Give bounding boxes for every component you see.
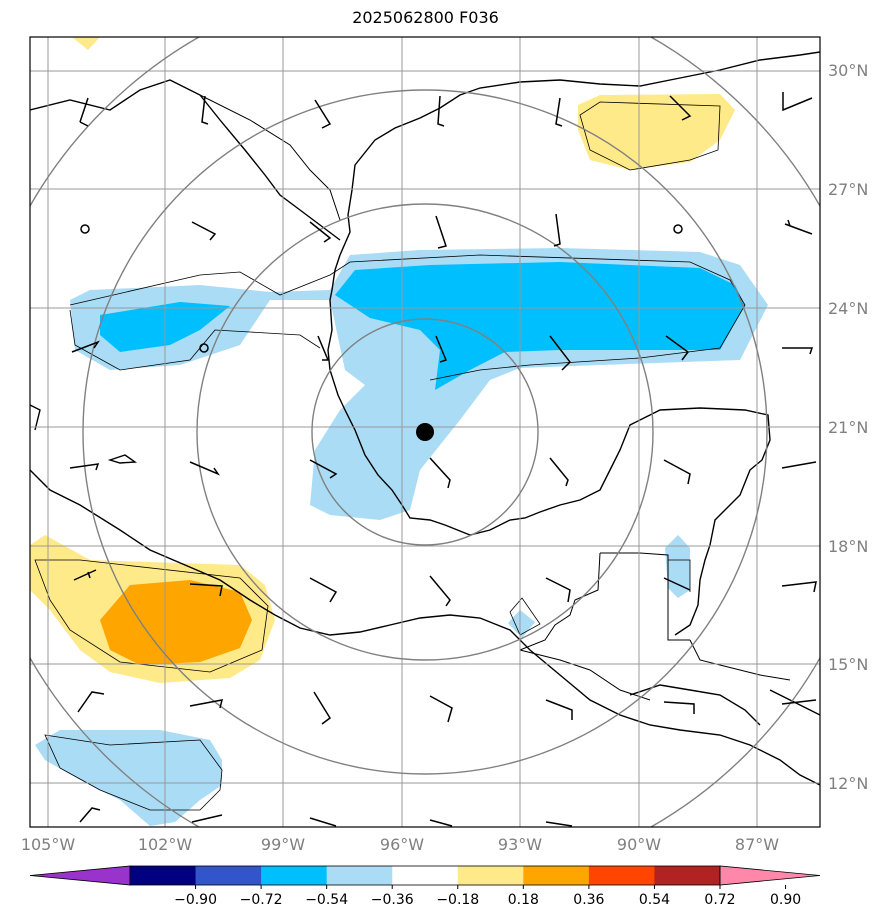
lat-label: 27°N bbox=[828, 180, 868, 199]
colorbar-segment bbox=[523, 866, 590, 885]
lat-label: 24°N bbox=[828, 299, 868, 318]
colorbar-segment bbox=[457, 866, 524, 885]
colorbar-segment bbox=[588, 866, 655, 885]
lon-label: 87°W bbox=[735, 835, 779, 854]
lat-label: 15°N bbox=[828, 655, 868, 674]
colorbar: −0.90 −0.72 −0.54 −0.36 −0.18 0.18 0.36 0.54 0.7… bbox=[29, 865, 821, 908]
colorbar-tick-label: −0.54 bbox=[305, 892, 348, 908]
colorbar-segment bbox=[392, 866, 459, 885]
lat-labels: 30°N 27°N 24°N 21°N 18°N 15°N 12°N bbox=[828, 61, 868, 793]
colorbar-segment bbox=[261, 866, 328, 885]
storm-center-marker bbox=[416, 423, 434, 441]
borders bbox=[199, 94, 791, 701]
lon-label: 93°W bbox=[498, 835, 542, 854]
lon-label: 96°W bbox=[380, 835, 424, 854]
map-area bbox=[30, 37, 820, 827]
gridlines bbox=[30, 37, 820, 827]
colorbar-tick-label: −0.18 bbox=[436, 892, 479, 908]
colorbar-tick-label: 0.72 bbox=[704, 892, 735, 908]
lon-label: 90°W bbox=[617, 835, 661, 854]
colorbar-tick-label: −0.90 bbox=[174, 892, 217, 908]
lon-label: 99°W bbox=[261, 835, 305, 854]
colorbar-tick-label: 0.90 bbox=[770, 892, 801, 908]
map-frame bbox=[29, 36, 821, 828]
colorbar-tick-label: −0.36 bbox=[371, 892, 414, 908]
colorbar-extend-low bbox=[29, 865, 131, 886]
colorbar-segment bbox=[130, 866, 197, 885]
lat-label: 12°N bbox=[828, 774, 868, 793]
contour-lines bbox=[34, 101, 746, 811]
colorbar-extend-high bbox=[719, 865, 821, 886]
colorbar-segment bbox=[654, 866, 721, 885]
lon-label: 105°W bbox=[21, 835, 76, 854]
lat-label: 18°N bbox=[828, 537, 868, 556]
colorbar-tick-label: 0.54 bbox=[639, 892, 670, 908]
map-title: 2025062800 F036 bbox=[352, 8, 499, 27]
colorbar-tick-label: −0.72 bbox=[240, 892, 283, 908]
colorbar-frame bbox=[129, 865, 721, 886]
range-rings bbox=[30, 37, 820, 827]
lat-label: 30°N bbox=[828, 61, 868, 80]
calm-markers bbox=[80, 224, 683, 353]
colorbar-segment bbox=[195, 866, 262, 885]
wind-barbs bbox=[69, 92, 817, 827]
lat-label: 21°N bbox=[828, 418, 868, 437]
colorbar-tick-label: 0.18 bbox=[508, 892, 539, 908]
lon-label: 102°W bbox=[138, 835, 193, 854]
lon-labels: 105°W 102°W 99°W 96°W 93°W 90°W 87°W bbox=[21, 835, 779, 854]
colorbar-segment bbox=[326, 866, 393, 885]
colorbar-tick-label: 0.36 bbox=[573, 892, 604, 908]
